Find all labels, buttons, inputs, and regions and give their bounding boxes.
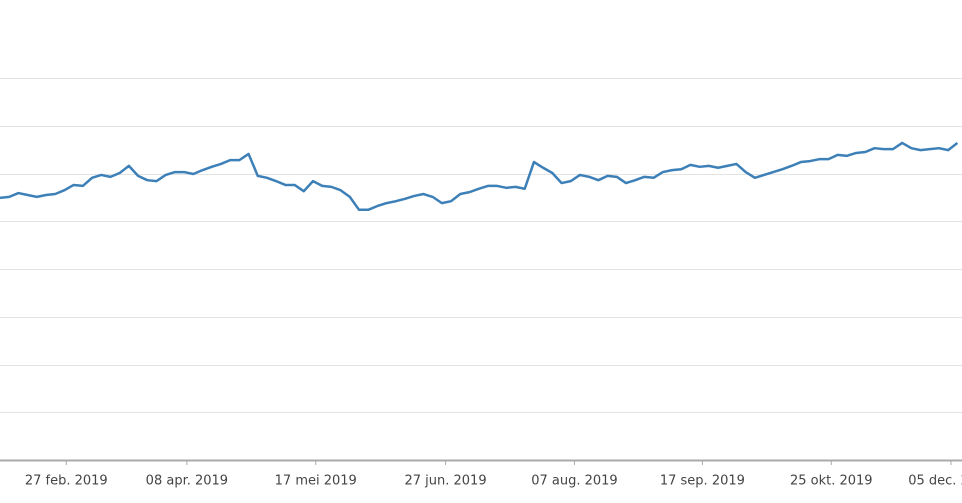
x-tick-label: 17 sep. 2019 <box>660 474 745 489</box>
x-tick-label: 05 dec. 2019 <box>908 474 962 489</box>
x-tick-label: 08 apr. 2019 <box>146 474 228 489</box>
x-tick-label: 17 mei 2019 <box>275 474 357 489</box>
x-tick-label: 27 feb. 2019 <box>25 474 108 489</box>
x-tick-label: 27 jun. 2019 <box>404 474 486 489</box>
x-tick-label: 07 aug. 2019 <box>531 474 617 489</box>
line-series <box>0 141 959 212</box>
x-tick-label: 25 okt. 2019 <box>790 474 873 489</box>
